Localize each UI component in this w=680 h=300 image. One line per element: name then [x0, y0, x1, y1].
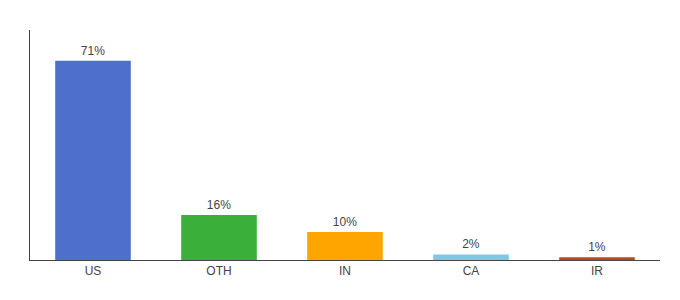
- svg-text:1%: 1%: [588, 240, 606, 254]
- svg-text:CA: CA: [463, 264, 480, 278]
- svg-text:OTH: OTH: [206, 264, 231, 278]
- svg-text:IR: IR: [591, 264, 603, 278]
- svg-text:2%: 2%: [462, 237, 480, 251]
- svg-text:US: US: [85, 264, 102, 278]
- svg-text:IN: IN: [339, 264, 351, 278]
- svg-text:16%: 16%: [207, 198, 231, 212]
- svg-text:10%: 10%: [333, 215, 357, 229]
- svg-text:71%: 71%: [81, 44, 105, 58]
